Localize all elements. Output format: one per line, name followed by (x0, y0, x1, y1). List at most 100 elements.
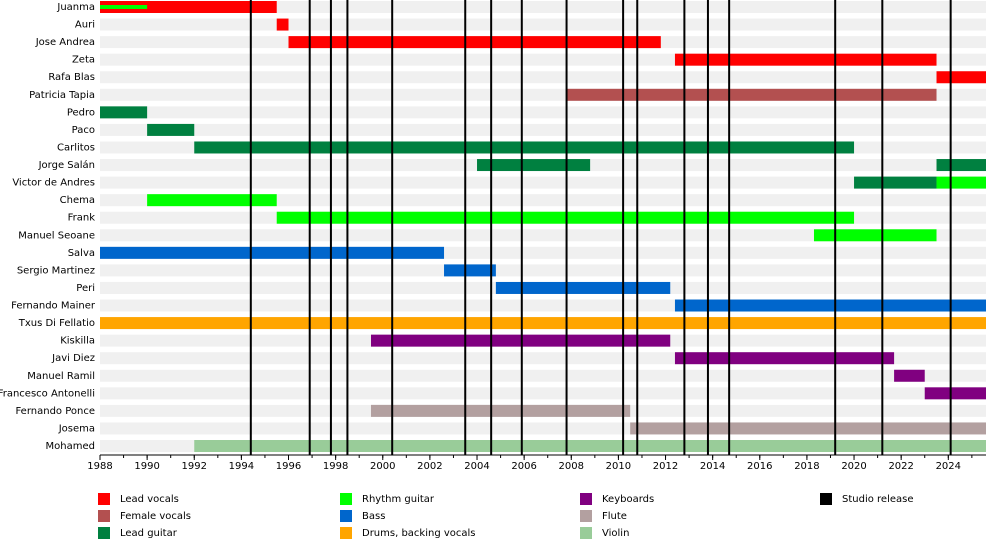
x-tick-label: 2020 (841, 461, 866, 472)
legend-label: Lead guitar (120, 528, 178, 539)
member-bar (288, 36, 661, 49)
row-label: Victor de Andres (12, 178, 95, 189)
x-tick-label: 1996 (276, 461, 301, 472)
row-label: Pedro (67, 107, 95, 118)
legend-label: Drums, backing vocals (362, 528, 476, 539)
x-tick-label: 2000 (370, 461, 395, 472)
row-label: Carlitos (57, 142, 95, 153)
x-tick-label: 2014 (700, 461, 725, 472)
x-tick-label: 2022 (888, 461, 913, 472)
legend-label: Violin (602, 528, 629, 539)
member-bar (194, 141, 855, 154)
member-bar (194, 440, 987, 452)
row-label: Salva (68, 248, 95, 259)
x-tick-label: 2012 (653, 461, 678, 472)
member-bar (100, 246, 445, 259)
row-label: Txus Di Fellatio (18, 318, 95, 329)
member-bar (674, 53, 937, 66)
row-stripe (100, 176, 986, 189)
x-tick-label: 2024 (936, 461, 961, 472)
x-tick-label: 1988 (87, 461, 112, 472)
legend-swatch (98, 493, 110, 505)
member-bar (370, 334, 671, 347)
row-label: Patricia Tapia (29, 90, 95, 101)
legend-label: Female vocals (120, 511, 191, 522)
x-tick-label: 2016 (747, 461, 772, 472)
member-bar (100, 1, 277, 13)
member-bar (936, 159, 986, 172)
member-bar (276, 211, 855, 224)
row-stripe (100, 387, 986, 400)
member-bar (854, 176, 937, 189)
row-label: Manuel Ramil (27, 371, 95, 382)
row-label: Kiskilla (60, 336, 95, 347)
row-stripe (100, 106, 986, 119)
row-stripe (100, 1, 986, 13)
x-tick-label: 2002 (417, 461, 442, 472)
member-bar (147, 194, 277, 207)
x-tick-label: 2004 (464, 461, 489, 472)
member-bar (566, 88, 937, 101)
member-bar (100, 106, 148, 119)
row-label: Josema (58, 423, 95, 434)
legend-label: Bass (362, 511, 385, 522)
legend-label: Lead vocals (120, 494, 179, 505)
x-tick-label: 2018 (794, 461, 819, 472)
row-stripe (100, 229, 986, 242)
legend-label: Keyboards (602, 494, 654, 505)
legend-swatch (580, 493, 592, 505)
x-tick-label: 1990 (134, 461, 159, 472)
member-bar (936, 176, 986, 189)
row-stripe (100, 194, 986, 207)
row-stripe (100, 123, 986, 136)
legend-swatch (340, 493, 352, 505)
row-label: Manuel Seoane (18, 230, 95, 241)
row-stripe (100, 71, 986, 84)
row-stripe (100, 369, 986, 382)
row-stripe (100, 264, 986, 277)
legend-swatch (340, 527, 352, 539)
legend-label: Studio release (842, 494, 914, 505)
row-label: Rafa Blas (48, 72, 95, 83)
row-label: Javi Diez (51, 353, 95, 364)
member-bar (674, 299, 986, 312)
x-tick-label: 2006 (511, 461, 536, 472)
row-label: Fernando Ponce (15, 406, 95, 417)
row-label: Frank (68, 213, 96, 224)
member-bar (100, 5, 148, 9)
row-label: Peri (76, 283, 95, 294)
legend-swatch (820, 493, 832, 505)
legend-swatch (580, 510, 592, 522)
row-label: Jorge Salán (38, 159, 95, 171)
legend-swatch (580, 527, 592, 539)
legend-label: Flute (602, 511, 627, 522)
legend-swatch (340, 510, 352, 522)
member-bar (630, 422, 986, 435)
member-bar (477, 159, 591, 172)
member-bar (495, 281, 671, 294)
x-tick-label: 1994 (229, 461, 254, 472)
x-tick-label: 2010 (606, 461, 631, 472)
row-label: Juanma (56, 2, 95, 13)
row-stripe (100, 18, 986, 31)
row-label: Paco (72, 125, 95, 136)
member-bar (924, 387, 986, 400)
member-bar (813, 229, 937, 242)
row-label: Auri (75, 20, 95, 31)
legend-swatch (98, 527, 110, 539)
member-bar (147, 123, 195, 136)
row-label: Mohamed (46, 441, 95, 452)
legend-swatch (98, 510, 110, 522)
member-bar (100, 317, 986, 330)
row-label: Zeta (72, 55, 95, 66)
row-label: Sergio Martinez (17, 265, 95, 276)
member-bar (444, 264, 496, 277)
row-label: Francesco Antonelli (0, 388, 95, 399)
legend-label: Rhythm guitar (362, 494, 435, 505)
member-bar (894, 369, 925, 382)
x-tick-label: 2008 (559, 461, 584, 472)
x-tick-label: 1998 (323, 461, 348, 472)
member-bar (936, 71, 986, 84)
row-label: Fernando Mainer (11, 301, 96, 312)
